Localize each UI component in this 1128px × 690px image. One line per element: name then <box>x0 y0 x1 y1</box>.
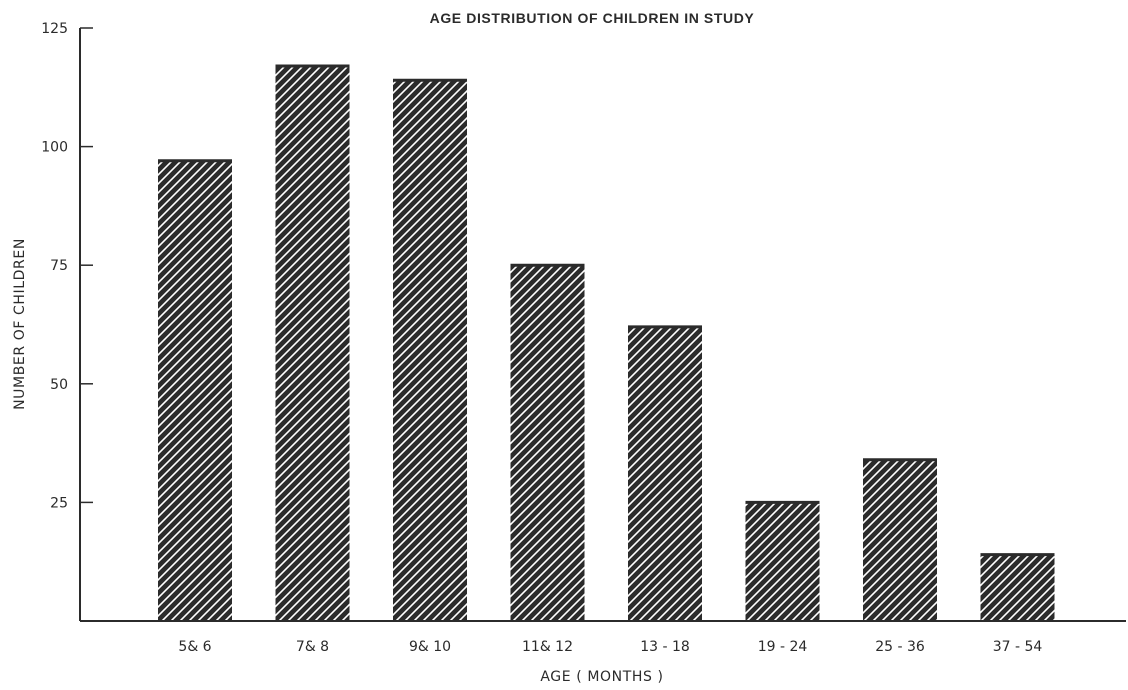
x-tick-label: 37 - 54 <box>993 639 1043 655</box>
bars <box>158 64 1055 622</box>
bar-2 <box>275 66 350 621</box>
x-tick-label: 11& 12 <box>522 639 573 655</box>
bar-6 <box>745 502 820 621</box>
y-tick-label: 50 <box>50 377 68 393</box>
y-tick-label: 100 <box>41 140 68 156</box>
x-tick-label: 19 - 24 <box>758 639 808 655</box>
x-tick-label: 25 - 36 <box>875 639 925 655</box>
y-axis-title: NUMBER OF CHILDREN <box>12 238 28 410</box>
y-tick-label: 75 <box>50 258 68 274</box>
x-tick-label: 9& 10 <box>409 639 451 655</box>
y-tick-label: 125 <box>41 21 68 37</box>
x-tick-label: 5& 6 <box>178 639 211 655</box>
y-tick-label: 25 <box>50 495 68 511</box>
x-tick-label: 7& 8 <box>296 639 329 655</box>
chart-title: AGE DISTRIBUTION OF CHILDREN IN STUDY <box>430 10 755 26</box>
x-axis-tick-labels: 5& 6 7& 8 9& 10 11& 12 13 - 18 19 - 24 25 - 36… <box>178 639 1042 655</box>
bar-4 <box>510 265 585 621</box>
bar-8 <box>980 554 1055 621</box>
bar-3 <box>393 80 467 621</box>
y-axis-ticks: 25 50 75 100 125 <box>41 21 93 511</box>
bar-1 <box>158 160 232 622</box>
bar-7 <box>863 459 937 621</box>
bar-5 <box>628 326 702 621</box>
x-axis-title: AGE ( MONTHS ) <box>540 669 663 685</box>
x-tick-label: 13 - 18 <box>640 639 690 655</box>
